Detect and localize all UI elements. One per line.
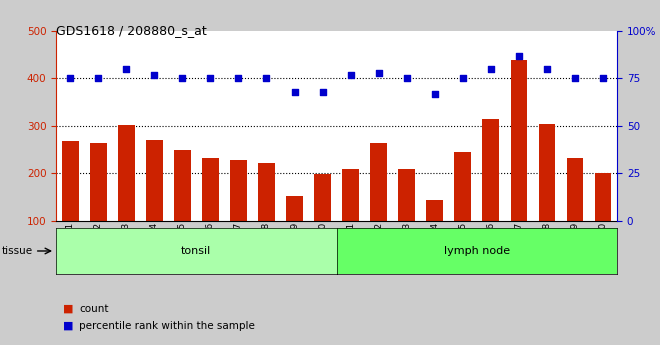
Bar	[258, 163, 275, 268]
Bar	[117, 125, 135, 268]
Text: tonsil: tonsil	[182, 246, 211, 256]
Point	[121, 66, 131, 72]
Text: lymph node: lymph node	[444, 246, 510, 256]
Text: ■: ■	[63, 321, 73, 331]
Bar	[426, 200, 443, 268]
Point	[93, 76, 104, 81]
Point	[261, 76, 272, 81]
Bar	[595, 173, 611, 268]
Text: percentile rank within the sample: percentile rank within the sample	[79, 321, 255, 331]
Point	[430, 91, 440, 97]
Text: ■: ■	[63, 304, 73, 314]
Point	[177, 76, 187, 81]
Point	[205, 76, 216, 81]
Point	[233, 76, 244, 81]
Point	[457, 76, 468, 81]
Bar	[398, 169, 415, 268]
Point	[486, 66, 496, 72]
Point	[317, 89, 328, 95]
Point	[598, 76, 609, 81]
Point	[542, 66, 552, 72]
Bar	[146, 140, 163, 268]
Point	[401, 76, 412, 81]
Bar	[482, 119, 499, 268]
Bar	[454, 151, 471, 268]
Bar	[286, 196, 303, 268]
Bar	[539, 124, 556, 268]
Bar	[230, 160, 247, 268]
Point	[374, 70, 384, 76]
Bar	[314, 174, 331, 268]
Bar	[174, 150, 191, 268]
Point	[289, 89, 300, 95]
Text: count: count	[79, 304, 109, 314]
Point	[345, 72, 356, 78]
Point	[65, 76, 75, 81]
Text: GDS1618 / 208880_s_at: GDS1618 / 208880_s_at	[56, 24, 207, 37]
Point	[570, 76, 580, 81]
Point	[149, 72, 160, 78]
Bar	[510, 60, 527, 268]
Bar	[62, 141, 79, 268]
Bar	[566, 158, 583, 268]
Bar	[202, 158, 218, 268]
Bar	[370, 144, 387, 268]
Text: tissue: tissue	[2, 246, 33, 256]
Bar	[90, 142, 106, 268]
Point	[513, 53, 524, 59]
Bar	[342, 169, 359, 268]
